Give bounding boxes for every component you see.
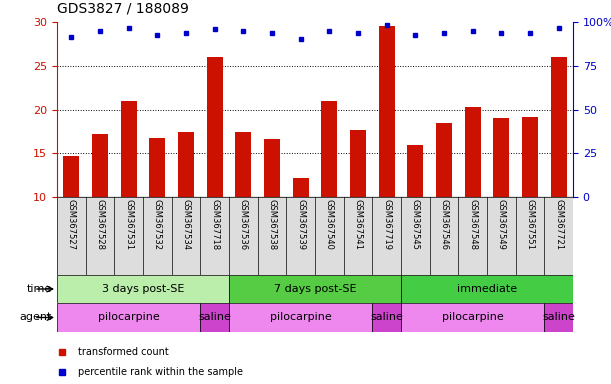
Bar [92,134,108,197]
Text: GSM367718: GSM367718 [210,199,219,250]
Bar [522,116,538,197]
Bar [551,57,566,197]
Text: pilocarpine: pilocarpine [98,313,159,323]
Text: percentile rank within the sample: percentile rank within the sample [78,367,243,377]
Text: GDS3827 / 188089: GDS3827 / 188089 [57,2,189,16]
Text: GSM367527: GSM367527 [67,199,76,250]
Bar [436,122,452,197]
Text: GSM367540: GSM367540 [325,199,334,250]
Text: GSM367536: GSM367536 [239,199,248,250]
Bar [494,118,509,197]
Text: GSM367721: GSM367721 [554,199,563,250]
Bar [379,26,395,197]
Bar [229,275,401,303]
Text: GSM367719: GSM367719 [382,199,391,250]
Bar [264,139,280,197]
Bar [229,303,372,332]
Bar [544,303,573,332]
Text: immediate: immediate [457,284,517,294]
Text: GSM367545: GSM367545 [411,199,420,250]
Text: GSM367546: GSM367546 [439,199,448,250]
Bar [465,107,480,197]
Text: saline: saline [542,313,575,323]
Bar [372,303,401,332]
Bar [64,156,79,197]
Text: GSM367548: GSM367548 [468,199,477,250]
Text: GSM367528: GSM367528 [95,199,104,250]
Text: GSM367532: GSM367532 [153,199,162,250]
Text: 7 days post-SE: 7 days post-SE [274,284,356,294]
Bar [401,303,544,332]
Text: 3 days post-SE: 3 days post-SE [102,284,184,294]
Bar [207,57,222,197]
Text: GSM367531: GSM367531 [124,199,133,250]
Text: GSM367534: GSM367534 [181,199,191,250]
Bar [321,101,337,197]
Bar [293,178,309,197]
Text: GSM367541: GSM367541 [354,199,362,250]
Bar [57,303,200,332]
Text: time: time [27,284,52,294]
Bar [200,303,229,332]
Text: pilocarpine: pilocarpine [442,313,503,323]
Text: saline: saline [370,313,403,323]
Text: transformed count: transformed count [78,347,169,358]
Text: GSM367539: GSM367539 [296,199,305,250]
Bar [408,146,423,197]
Bar [401,275,573,303]
Text: agent: agent [20,313,52,323]
Text: saline: saline [198,313,231,323]
Bar [150,137,165,197]
Bar [57,275,229,303]
Text: GSM367549: GSM367549 [497,199,506,250]
Text: GSM367538: GSM367538 [268,199,277,250]
Text: GSM367551: GSM367551 [525,199,535,250]
Bar [350,130,366,197]
Bar [178,132,194,197]
Bar [121,101,136,197]
Text: pilocarpine: pilocarpine [270,313,332,323]
Bar [235,132,251,197]
